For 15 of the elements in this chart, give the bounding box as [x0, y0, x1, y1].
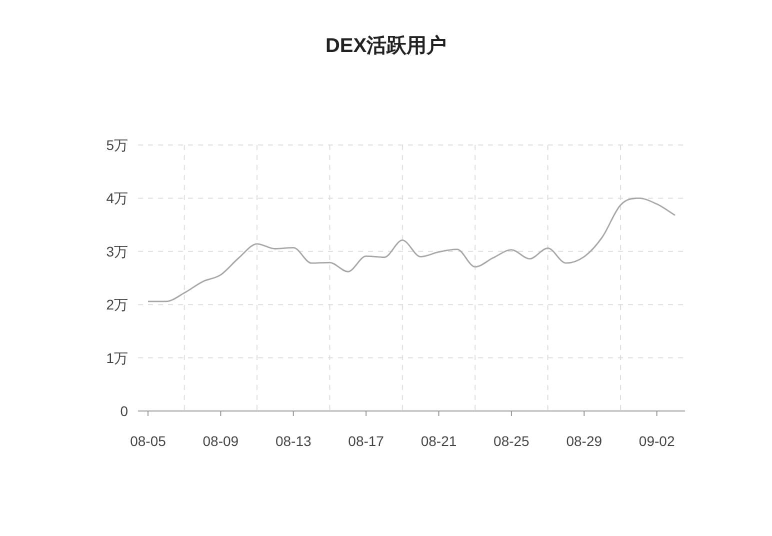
- xtick: 09-02: [638, 433, 675, 449]
- xtick: 08-29: [566, 433, 602, 449]
- ytick: 4万: [106, 190, 128, 206]
- ytick: 5万: [106, 137, 128, 153]
- xtick: 08-09: [202, 433, 239, 449]
- ytick: 0: [120, 403, 128, 419]
- ytick: 2万: [106, 296, 128, 313]
- xtick: 08-21: [420, 433, 457, 449]
- title: DEX活跃用户: [325, 35, 447, 57]
- xtick: 08-17: [348, 433, 384, 449]
- ytick: 1万: [106, 350, 128, 366]
- ytick: 3万: [106, 243, 128, 260]
- xtick: 08-05: [130, 433, 166, 449]
- xtick: 08-13: [275, 433, 312, 449]
- xtick: 08-25: [494, 433, 530, 449]
